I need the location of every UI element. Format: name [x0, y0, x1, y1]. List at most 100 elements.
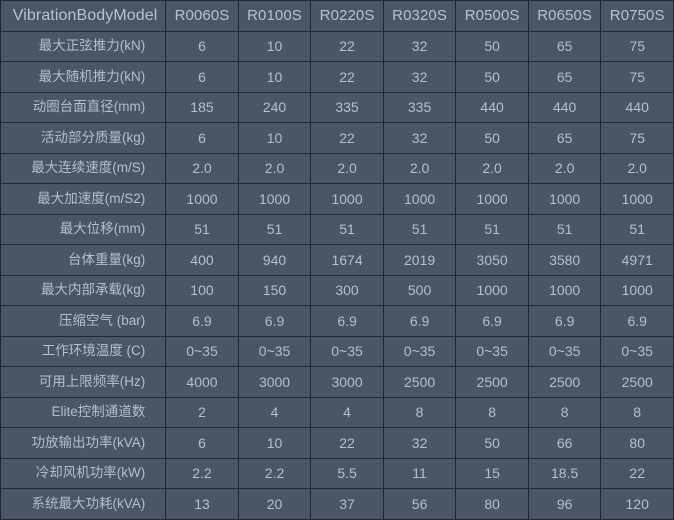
cell-value: 6.9: [600, 305, 674, 337]
header-row: VibrationBodyModel R0060S R0100S R0220S …: [0, 0, 674, 32]
table-row: 最大随机推力(kN) 6 10 22 32 50 65 75: [0, 61, 674, 93]
cell-value: 3050: [455, 244, 529, 276]
cell-value: 65: [527, 61, 602, 93]
cell-value: 440: [600, 91, 674, 123]
cell-value: 56: [382, 488, 457, 520]
cell-value: 500: [382, 274, 457, 306]
table-row: 最大正弦推力(kN) 6 10 22 32 50 65 75: [0, 30, 674, 62]
table-row: 压缩空气 (bar) 6.9 6.9 6.9 6.9 6.9 6.9 6.9: [0, 305, 674, 337]
cell-value: 65: [527, 30, 602, 62]
table-row: 活动部分质量(kg) 6 10 22 32 50 65 75: [0, 122, 674, 154]
cell-value: 3580: [527, 244, 602, 276]
cell-value: 0~35: [310, 335, 384, 367]
table-row: 工作环境温度 (C) 0~35 0~35 0~35 0~35 0~35 0~35 0~35: [0, 335, 674, 367]
row-parameter-label: 动圈台面直径(mm): [0, 91, 167, 123]
cell-value: 22: [310, 122, 384, 154]
cell-value: 10: [237, 61, 312, 93]
table-row: 功放输出功率(kVA) 6 10 22 32 50 66 80: [0, 427, 674, 459]
cell-value: 2.0: [600, 152, 674, 184]
cell-value: 335: [382, 91, 457, 123]
row-parameter-label: 系统最大功耗(kVA): [0, 488, 167, 520]
table-row: 最大连续速度(m/S) 2.0 2.0 2.0 2.0 2.0 2.0 2.0: [0, 152, 674, 184]
cell-value: 185: [165, 91, 239, 123]
cell-value: 66: [527, 427, 602, 459]
cell-value: 75: [600, 30, 674, 62]
row-parameter-label: 最大内部承载(kg): [0, 274, 167, 306]
cell-value: 2.0: [165, 152, 239, 184]
cell-value: 10: [237, 122, 312, 154]
cell-value: 4971: [600, 244, 674, 276]
cell-value: 1000: [382, 183, 457, 215]
cell-value: 50: [455, 122, 529, 154]
cell-value: 22: [310, 427, 384, 459]
cell-value: 2500: [600, 366, 674, 398]
cell-value: 22: [310, 61, 384, 93]
cell-value: 6: [165, 30, 239, 62]
header-cell-model-2: R0220S: [310, 0, 384, 32]
table-row: 动圈台面直径(mm) 185 240 335 335 440 440 440: [0, 91, 674, 123]
cell-value: 10: [237, 30, 312, 62]
cell-value: 2.0: [310, 152, 384, 184]
cell-value: 1000: [527, 183, 602, 215]
cell-value: 18.5: [527, 457, 602, 489]
row-parameter-label: Elite控制通道数: [0, 396, 167, 428]
cell-value: 1000: [310, 183, 384, 215]
cell-value: 120: [600, 488, 674, 520]
row-parameter-label: 活动部分质量(kg): [0, 122, 167, 154]
cell-value: 32: [382, 427, 457, 459]
row-parameter-label: 压缩空气 (bar): [0, 305, 167, 337]
cell-value: 940: [237, 244, 312, 276]
cell-value: 51: [455, 213, 529, 245]
row-parameter-label: 最大位移(mm): [0, 213, 167, 245]
cell-value: 3000: [310, 366, 384, 398]
cell-value: 80: [600, 427, 674, 459]
cell-value: 0~35: [600, 335, 674, 367]
cell-value: 1000: [165, 183, 239, 215]
row-parameter-label: 冷却风机功率(kW): [0, 457, 167, 489]
cell-value: 20: [237, 488, 312, 520]
cell-value: 22: [310, 30, 384, 62]
cell-value: 96: [527, 488, 602, 520]
cell-value: 6.9: [237, 305, 312, 337]
cell-value: 0~35: [382, 335, 457, 367]
cell-value: 32: [382, 61, 457, 93]
cell-value: 5.5: [310, 457, 384, 489]
cell-value: 6.9: [165, 305, 239, 337]
cell-value: 2500: [455, 366, 529, 398]
cell-value: 1000: [527, 274, 602, 306]
cell-value: 65: [527, 122, 602, 154]
cell-value: 335: [310, 91, 384, 123]
header-cell-model-3: R0320S: [382, 0, 457, 32]
cell-value: 1000: [600, 183, 674, 215]
cell-value: 440: [527, 91, 602, 123]
row-parameter-label: 可用上限频率(Hz): [0, 366, 167, 398]
cell-value: 2.0: [455, 152, 529, 184]
table-header: VibrationBodyModel R0060S R0100S R0220S …: [0, 0, 674, 32]
cell-value: 2500: [382, 366, 457, 398]
cell-value: 8: [382, 396, 457, 428]
cell-value: 150: [237, 274, 312, 306]
cell-value: 2500: [527, 366, 602, 398]
cell-value: 8: [600, 396, 674, 428]
cell-value: 0~35: [237, 335, 312, 367]
cell-value: 15: [455, 457, 529, 489]
cell-value: 50: [455, 427, 529, 459]
cell-value: 50: [455, 61, 529, 93]
cell-value: 8: [455, 396, 529, 428]
cell-value: 2.2: [237, 457, 312, 489]
cell-value: 3000: [237, 366, 312, 398]
cell-value: 75: [600, 61, 674, 93]
header-cell-model-4: R0500S: [455, 0, 529, 32]
row-parameter-label: 最大随机推力(kN): [0, 61, 167, 93]
table-row: 冷却风机功率(kW) 2.2 2.2 5.5 11 15 18.5 22: [0, 457, 674, 489]
cell-value: 75: [600, 122, 674, 154]
cell-value: 240: [237, 91, 312, 123]
cell-value: 2: [165, 396, 239, 428]
table-body: 最大正弦推力(kN) 6 10 22 32 50 65 75 最大随机推力(kN) 6 10 22 32…: [0, 30, 674, 520]
cell-value: 0~35: [455, 335, 529, 367]
cell-value: 4: [237, 396, 312, 428]
cell-value: 6: [165, 122, 239, 154]
header-cell-model-0: R0060S: [165, 0, 239, 32]
cell-value: 100: [165, 274, 239, 306]
cell-value: 0~35: [165, 335, 239, 367]
